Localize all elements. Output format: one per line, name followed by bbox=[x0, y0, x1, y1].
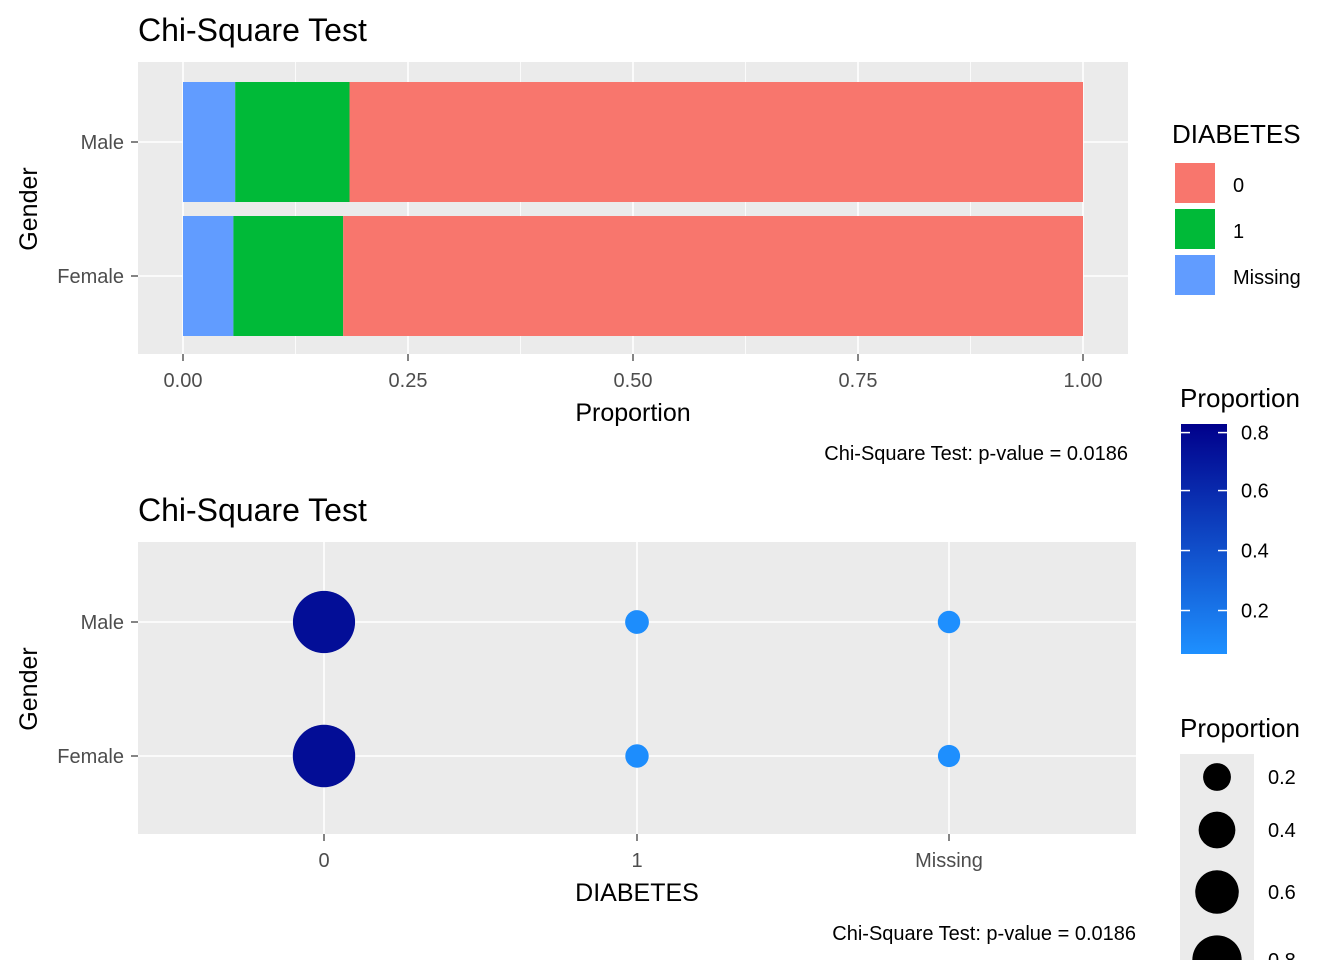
bar-chart-x-tick-label: 0.50 bbox=[614, 370, 653, 392]
size-legend-key bbox=[1203, 763, 1231, 791]
dot-chart-y-ticks: Male Female bbox=[57, 612, 138, 768]
bar-chart-y-tick-label: Male bbox=[81, 132, 124, 154]
proportion-color-legend-title: Proportion bbox=[1180, 383, 1300, 413]
bar-chart-x-ticks: 0.00 0.25 0.50 0.75 1.00 bbox=[164, 354, 1103, 392]
diabetes-legend-label: 1 bbox=[1233, 221, 1244, 243]
dot-chart-title: Chi-Square Test bbox=[138, 492, 367, 528]
size-legend-label: 0.2 bbox=[1268, 767, 1296, 789]
dot-chart-points bbox=[292, 590, 961, 788]
dot-chart-y-tick-label: Male bbox=[81, 612, 124, 634]
bar-segment-female-0 bbox=[343, 216, 1083, 336]
proportion-size-legend-keys: 0.2 0.4 0.6 0.8 bbox=[1192, 763, 1296, 960]
diabetes-legend-keys: 0 1 Missing bbox=[1173, 161, 1301, 297]
bar-chart-x-tick-label: 0.25 bbox=[389, 370, 428, 392]
proportion-size-legend-title: Proportion bbox=[1180, 713, 1300, 743]
dot-point-male-missing bbox=[937, 610, 961, 634]
dot-chart-y-axis-title: Gender bbox=[15, 647, 43, 730]
bar-chart-x-tick-label: 0.00 bbox=[164, 370, 203, 392]
dot-point-male-1 bbox=[625, 610, 649, 634]
proportion-color-legend: Proportion 0.2 0.4 0.6 0.8 bbox=[1180, 383, 1300, 654]
proportion-size-legend: Proportion 0.2 0.4 0.6 0.8 bbox=[1180, 713, 1300, 960]
bar-chart-x-tick-label: 1.00 bbox=[1064, 370, 1103, 392]
dot-chart: Chi-Square Test Male Female 0 1 Missing DIA… bbox=[15, 492, 1136, 945]
size-legend-key bbox=[1192, 935, 1242, 960]
bar-chart-y-ticks: Male Female bbox=[57, 132, 138, 288]
size-legend-key bbox=[1198, 811, 1236, 849]
colorbar-tick-label: 0.8 bbox=[1241, 423, 1269, 445]
bar-chart-x-tick-label: 0.75 bbox=[839, 370, 878, 392]
dot-point-female-0 bbox=[292, 724, 356, 788]
dot-chart-x-tick-label: 1 bbox=[631, 850, 642, 872]
bar-chart-title: Chi-Square Test bbox=[138, 12, 367, 48]
size-legend-label: 0.6 bbox=[1268, 882, 1296, 904]
size-legend-label: 0.4 bbox=[1268, 820, 1296, 842]
bar-chart-y-axis-title: Gender bbox=[15, 167, 43, 250]
bar-chart-y-tick-label: Female bbox=[57, 266, 124, 288]
colorbar-tick-label: 0.4 bbox=[1241, 541, 1269, 563]
bar-chart-caption: Chi-Square Test: p-value = 0.0186 bbox=[824, 443, 1128, 465]
bar-segment-female-1 bbox=[233, 216, 344, 336]
dot-chart-x-ticks: 0 1 Missing bbox=[318, 834, 983, 872]
size-legend-key bbox=[1195, 870, 1239, 914]
dot-chart-caption: Chi-Square Test: p-value = 0.0186 bbox=[832, 923, 1136, 945]
dot-point-male-0 bbox=[292, 590, 356, 654]
colorbar-tick-label: 0.2 bbox=[1241, 601, 1269, 623]
bar-segment-male-missing bbox=[183, 82, 236, 202]
proportion-colorbar bbox=[1181, 424, 1227, 654]
size-legend-label: 0.8 bbox=[1268, 950, 1296, 960]
bar-segment-male-0 bbox=[349, 82, 1083, 202]
bar-segment-female-missing bbox=[183, 216, 234, 336]
diabetes-legend-label: Missing bbox=[1233, 267, 1301, 289]
diabetes-legend: DIABETES 0 1 Missing bbox=[1172, 119, 1301, 297]
dot-point-female-missing bbox=[937, 744, 961, 768]
diabetes-legend-key bbox=[1173, 161, 1217, 205]
dot-point-female-1 bbox=[625, 744, 649, 768]
dot-chart-x-tick-label: Missing bbox=[915, 850, 983, 872]
colorbar-tick-label: 0.6 bbox=[1241, 481, 1269, 503]
proportion-colorbar-ticks: 0.2 0.4 0.6 0.8 bbox=[1181, 423, 1269, 623]
diabetes-legend-label: 0 bbox=[1233, 175, 1244, 197]
dot-chart-y-tick-label: Female bbox=[57, 746, 124, 768]
diabetes-legend-key bbox=[1173, 207, 1217, 251]
dot-chart-x-tick-label: 0 bbox=[318, 850, 329, 872]
bar-segment-male-1 bbox=[235, 82, 350, 202]
diabetes-legend-title: DIABETES bbox=[1172, 119, 1301, 149]
bar-chart-x-axis-title: Proportion bbox=[575, 399, 690, 427]
dot-chart-x-axis-title: DIABETES bbox=[575, 879, 699, 907]
bar-chart-bars bbox=[183, 82, 1083, 336]
diabetes-legend-key bbox=[1173, 253, 1217, 297]
